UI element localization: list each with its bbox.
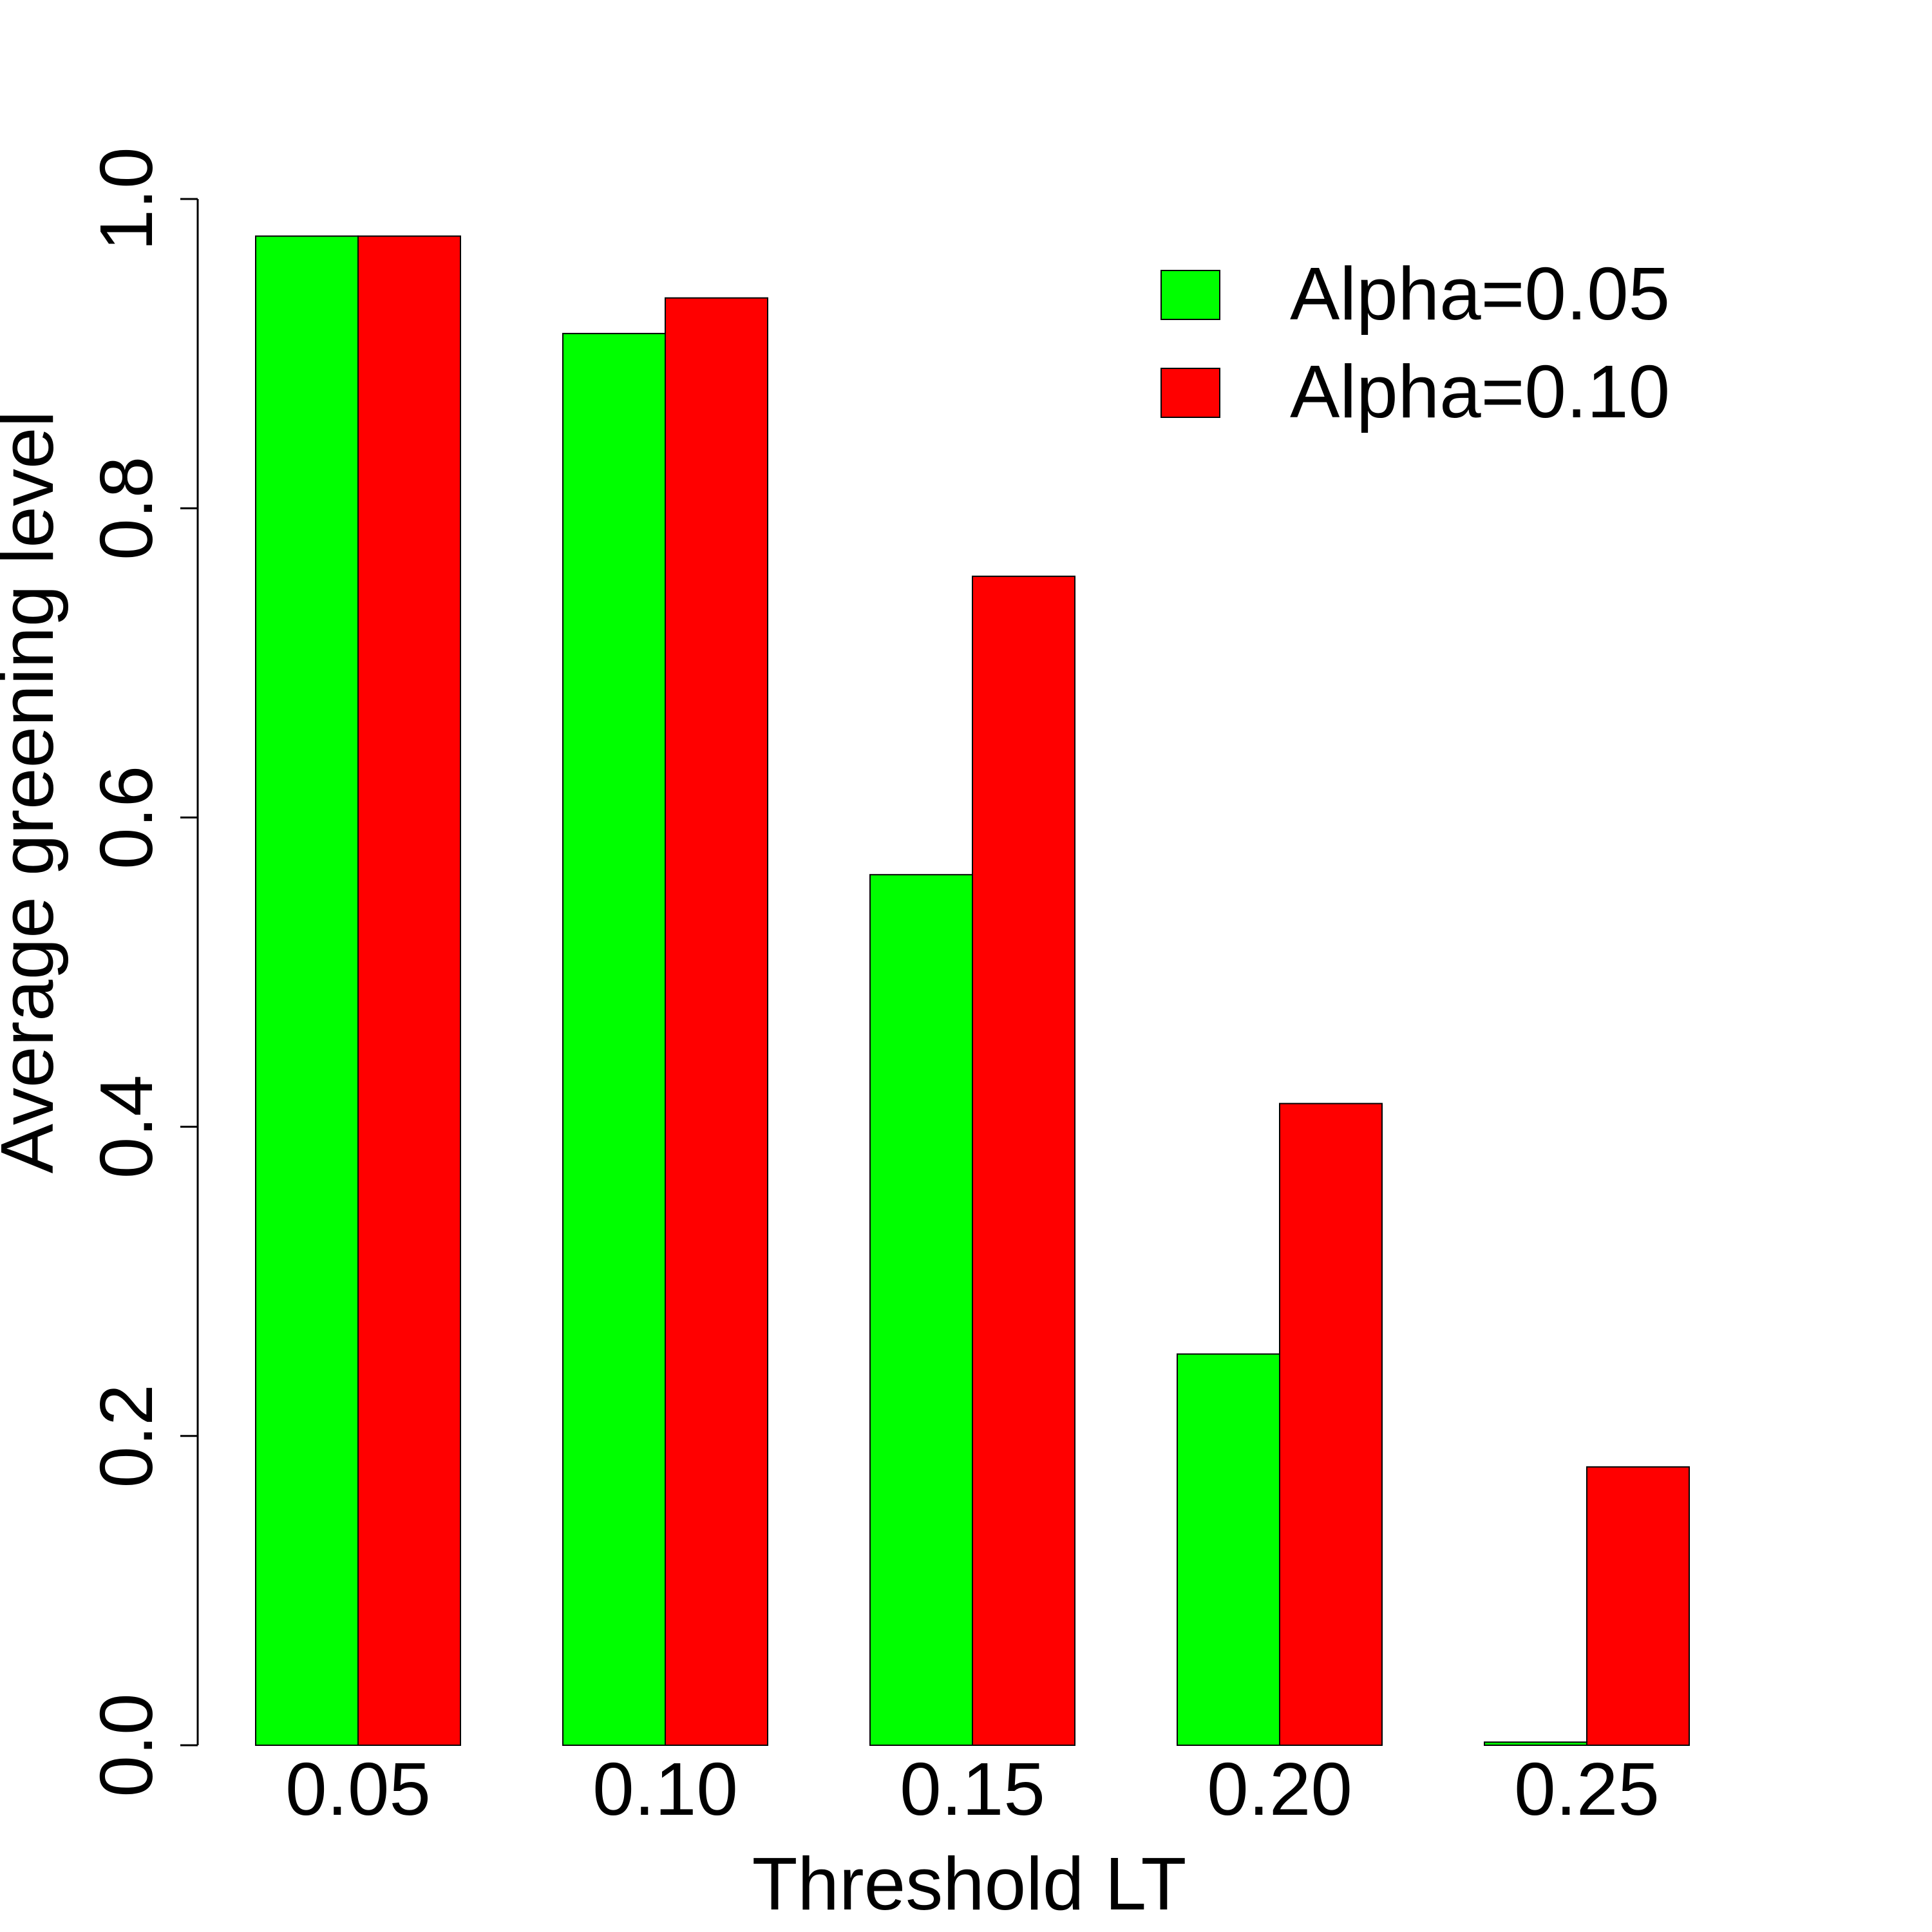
y-tick-label: 0.4 [84,1075,168,1179]
y-tick-label: 0.2 [84,1384,168,1488]
y-tick-label: 1.0 [84,147,168,251]
bar-alpha-0-05-0-10 [562,332,666,1747]
x-axis-label: Threshold LT [752,1842,1187,1926]
x-tick-label: 0.05 [285,1747,431,1831]
bar-alpha-0-10-0-15 [972,575,1075,1746]
bar-alpha-0-05-0-25 [1484,1741,1587,1746]
legend-label: Alpha=0.05 [1290,252,1670,336]
bar-alpha-0-05-0-20 [1177,1353,1280,1747]
y-axis-label: Average greening level [0,411,69,1173]
x-tick-label: 0.10 [592,1747,738,1831]
x-tick-label: 0.15 [900,1747,1045,1831]
bar-alpha-0-10-0-10 [665,297,768,1746]
bars [255,235,1690,1747]
x-tick-label: 0.20 [1207,1747,1352,1831]
y-tick-label: 0.0 [84,1693,168,1797]
legend: Alpha=0.05 Alpha=0.10 [1160,252,1670,433]
bar-alpha-0-10-0-20 [1279,1103,1383,1746]
x-axis-tick-labels: 0.05 0.10 0.15 0.20 0.25 [285,1747,1660,1831]
legend-swatch [1160,368,1220,418]
legend-label: Alpha=0.10 [1290,350,1670,433]
legend-swatch [1160,270,1220,320]
y-tick-label: 0.8 [84,457,168,560]
y-axis: 0.0 0.2 0.4 0.6 0.8 1.0 [84,147,199,1797]
x-tick-label: 0.25 [1514,1747,1660,1831]
bar-alpha-0-10-0-05 [357,235,461,1746]
bar-alpha-0-05-0-15 [869,874,973,1746]
bar-alpha-0-10-0-25 [1586,1466,1690,1747]
bar-alpha-0-05-0-05 [255,235,359,1746]
y-tick-label: 0.6 [84,766,168,869]
